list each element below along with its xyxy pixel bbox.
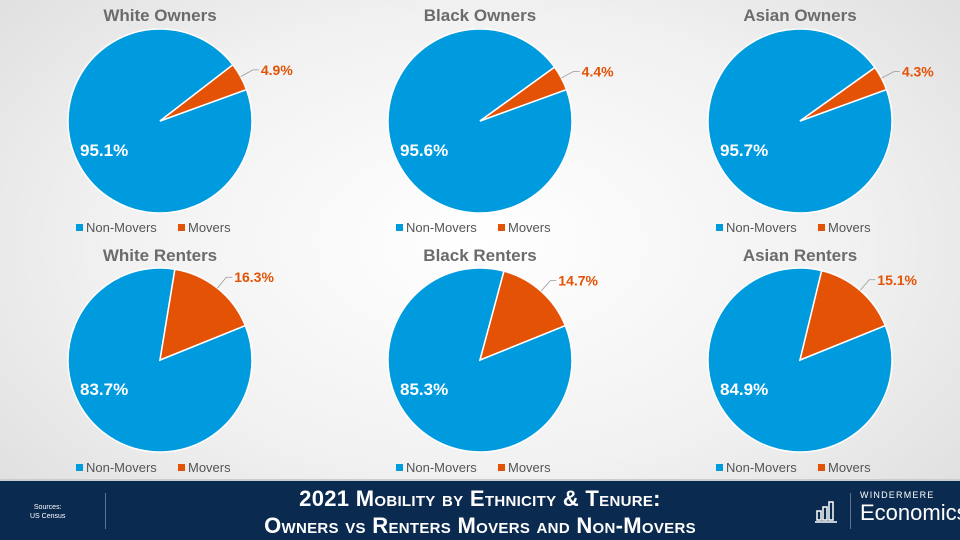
leader-line (240, 69, 259, 78)
legend-swatch-non-movers (716, 224, 723, 231)
legend-non-movers: Non-Movers (726, 220, 797, 235)
label-movers: 16.3% (234, 269, 274, 285)
label-non-movers: 84.9% (720, 380, 768, 399)
pie-charts: White Owners 4.9% 95.1% Non-Movers Movers Bla… (67, 6, 934, 475)
label-movers: 4.4% (582, 63, 614, 79)
sources-value: US Census (30, 513, 66, 520)
leader-line (540, 280, 557, 292)
brand-logo: WINDERMERE Economics (860, 490, 960, 525)
legend-movers: Movers (508, 220, 551, 235)
leader-line (859, 279, 876, 291)
label-movers: 4.9% (261, 62, 293, 78)
label-non-movers: 95.6% (400, 141, 448, 160)
title-line-1: 2021 Mobility by Ethnicity & Tenure: (299, 486, 661, 511)
logo-divider (850, 493, 851, 529)
legend-non-movers: Non-Movers (86, 460, 157, 475)
legend-non-movers: Non-Movers (406, 460, 477, 475)
title-line-2: Owners vs Renters Movers and Non-Movers (264, 513, 696, 538)
label-movers: 14.7% (558, 273, 598, 289)
label-non-movers: 95.7% (720, 141, 768, 160)
legend-swatch-movers (498, 464, 505, 471)
label-movers: 4.3% (902, 64, 934, 80)
leader-line (217, 276, 233, 289)
slice-movers (798, 269, 887, 362)
legend-swatch-non-movers (716, 464, 723, 471)
legend-movers: Movers (188, 220, 231, 235)
chart-title: White Owners (103, 6, 216, 25)
chart-title: Asian Owners (743, 6, 856, 25)
bar-chart-logo-icon (815, 501, 837, 523)
legend-swatch-movers (178, 224, 185, 231)
legend-swatch-non-movers (396, 464, 403, 471)
legend-swatch-movers (818, 464, 825, 471)
leader-line (561, 70, 580, 79)
slide-title: 2021 Mobility by Ethnicity & Tenure: Own… (140, 485, 820, 539)
leader-line (881, 71, 900, 79)
legend-non-movers: Non-Movers (726, 460, 797, 475)
legend-movers: Movers (828, 460, 871, 475)
divider (105, 493, 106, 529)
legend-movers: Movers (508, 460, 551, 475)
chart-title: Asian Renters (743, 246, 857, 265)
sources-label: Sources: (33, 504, 62, 511)
legend-movers: Movers (188, 460, 231, 475)
footer: Sources: US Census 2021 Mobility by Ethn… (0, 479, 960, 540)
slice-movers (159, 63, 248, 122)
sources: Sources: US Census (30, 503, 65, 521)
label-non-movers: 95.1% (80, 141, 128, 160)
label-movers: 15.1% (877, 272, 917, 288)
label-non-movers: 85.3% (400, 380, 448, 399)
slice-movers (478, 270, 567, 362)
legend-movers: Movers (828, 220, 871, 235)
legend-non-movers: Non-Movers (86, 220, 157, 235)
chart-title: White Renters (103, 246, 217, 265)
legend-swatch-movers (178, 464, 185, 471)
legend-swatch-movers (818, 224, 825, 231)
legend-swatch-movers (498, 224, 505, 231)
legend-non-movers: Non-Movers (406, 220, 477, 235)
brand-bottom: Economics (860, 500, 960, 525)
legend-swatch-non-movers (76, 224, 83, 231)
label-non-movers: 83.7% (80, 380, 128, 399)
legend-swatch-non-movers (396, 224, 403, 231)
legend-swatch-non-movers (76, 464, 83, 471)
chart-title: Black Renters (423, 246, 536, 265)
chart-title: Black Owners (424, 6, 536, 25)
brand-top: WINDERMERE (860, 490, 935, 500)
